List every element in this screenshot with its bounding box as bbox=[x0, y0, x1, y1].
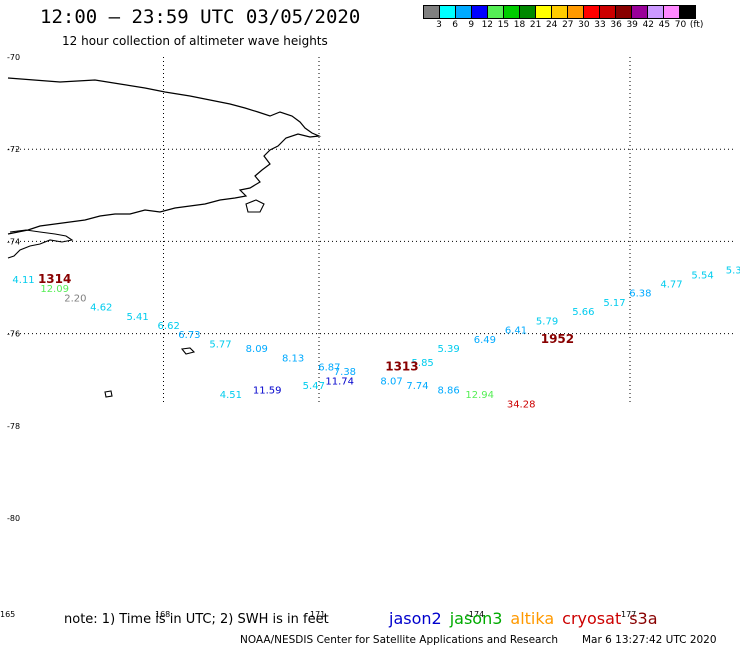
wave-height-label: 8.07 bbox=[380, 376, 402, 387]
generated-timestamp: Mar 6 13:27:42 UTC 2020 bbox=[582, 634, 717, 646]
legend-label: 24 bbox=[545, 20, 558, 30]
legend-label: 3 bbox=[436, 20, 442, 30]
satellite-legend: jason2 jason3 altika cryosat s3a bbox=[389, 609, 666, 628]
pass-time-label: 1952 bbox=[541, 332, 574, 346]
longitude-label: 171 bbox=[310, 610, 325, 619]
coastline-islet-3 bbox=[104, 390, 113, 398]
graticule bbox=[8, 57, 734, 405]
wave-height-points: 4.11 12.092.20 4.62 5.41 6.626.73 5.77 8.09 8.1… bbox=[12, 266, 740, 411]
wave-height-label: 5.41 bbox=[126, 312, 148, 323]
legend-swatch bbox=[679, 5, 696, 19]
latitude-label: -70 bbox=[7, 53, 20, 62]
wave-height-label: 5.66 bbox=[572, 307, 594, 318]
satellite-name-cryosat: cryosat bbox=[562, 609, 622, 628]
wave-height-label: 5.85 bbox=[412, 358, 434, 369]
wave-height-label: 11.59 bbox=[253, 386, 282, 397]
legend-label: 33 bbox=[594, 20, 606, 30]
wave-height-label: 5.3 bbox=[726, 266, 740, 277]
wave-height-label: 4.77 bbox=[660, 280, 682, 291]
longitude-label: 177 bbox=[621, 610, 636, 619]
wave-height-label: 6.49 bbox=[474, 335, 496, 346]
legend-label: (ft) bbox=[689, 20, 704, 30]
wave-height-label: 12.94 bbox=[465, 390, 494, 401]
coastline-islet-2 bbox=[180, 347, 196, 355]
wave-height-label: 5.39 bbox=[437, 344, 459, 355]
credit-line: NOAA/NESDIS Center for Satellite Applica… bbox=[240, 634, 558, 646]
legend-label: 39 bbox=[626, 20, 638, 30]
wave-height-label: 6.87 bbox=[318, 362, 340, 373]
latitude-label: -80 bbox=[7, 514, 20, 523]
satellite-name-jason3: jason3 bbox=[449, 609, 503, 628]
wave-height-label: 4.51 bbox=[220, 390, 242, 401]
wave-height-label: 2.20 bbox=[64, 293, 86, 304]
color-legend: 3 6 9 12 15 18 21 24 27 30 33 36 39 42 45 70 (ft) bbox=[423, 5, 740, 33]
wave-height-label: 6.41 bbox=[505, 326, 527, 337]
legend-label: 18 bbox=[513, 20, 526, 30]
wave-height-label: 12.09 bbox=[40, 284, 69, 295]
legend-labels: 3 6 9 12 15 18 21 24 27 30 33 36 39 42 45 70 (ft) bbox=[423, 19, 740, 33]
map-frame bbox=[7, 56, 735, 610]
coastline-cape bbox=[7, 229, 74, 259]
wave-height-label: 6.38 bbox=[629, 289, 651, 300]
wave-height-label: 5.77 bbox=[209, 339, 231, 350]
latitude-label: -76 bbox=[7, 330, 20, 339]
wave-height-label: 5.54 bbox=[691, 270, 713, 281]
wave-height-label: 8.86 bbox=[437, 386, 459, 397]
legend-label: 70 bbox=[674, 20, 687, 30]
legend-label: 45 bbox=[658, 20, 671, 30]
wave-height-label: 4.62 bbox=[90, 303, 112, 314]
page-subtitle: 12 hour collection of altimeter wave hei… bbox=[62, 34, 328, 48]
coastline-islet bbox=[245, 199, 265, 213]
pass-time-label: 1313 bbox=[385, 359, 418, 373]
wave-height-label: 8.09 bbox=[246, 344, 268, 355]
wave-height-label: 6.73 bbox=[178, 330, 200, 341]
legend-label: 42 bbox=[642, 20, 655, 30]
latitude-label: -78 bbox=[7, 422, 20, 431]
pass-time-labels: 1314 1313 1952 bbox=[38, 272, 574, 374]
wave-height-label: 6.62 bbox=[158, 321, 180, 332]
latitude-labels: -70 -72 -74 -76 -78 -80 bbox=[7, 53, 20, 523]
satellite-name-altika: altika bbox=[510, 609, 555, 628]
latitude-label: -72 bbox=[7, 145, 20, 154]
legend-label: 27 bbox=[562, 20, 574, 30]
legend-label: 12 bbox=[481, 20, 494, 30]
wave-height-label: 5.47 bbox=[303, 381, 325, 392]
satellite-name-s3a: s3a bbox=[629, 609, 658, 628]
wave-height-label: 4.11 bbox=[12, 275, 34, 286]
longitude-label: 165 bbox=[0, 610, 15, 619]
page-title: 12:00 – 23:59 UTC 03/05/2020 bbox=[40, 6, 361, 28]
wave-height-label: 5.17 bbox=[603, 298, 625, 309]
longitude-labels: 165 168 171 -174 177 bbox=[0, 610, 636, 619]
legend-label: 36 bbox=[610, 20, 622, 30]
wave-height-label: 11.74 bbox=[325, 376, 354, 387]
longitude-label: 168 bbox=[155, 610, 170, 619]
legend-swatches bbox=[423, 5, 740, 19]
wave-height-label: 7.38 bbox=[334, 367, 356, 378]
legend-label: 15 bbox=[497, 20, 510, 30]
wave-height-label: 7.74 bbox=[406, 381, 428, 392]
legend-label: 9 bbox=[468, 20, 475, 30]
wave-height-label: 5.79 bbox=[536, 316, 558, 327]
longitude-label: -174 bbox=[466, 610, 484, 619]
wave-height-label: 34.28 bbox=[507, 399, 536, 410]
wave-height-label: 8.13 bbox=[282, 353, 304, 364]
coastline bbox=[7, 77, 322, 235]
satellite-name-jason2: jason2 bbox=[389, 609, 442, 628]
legend-label: 30 bbox=[578, 20, 590, 30]
footer-note: note: 1) Time is in UTC; 2) SWH is in fe… bbox=[64, 612, 329, 627]
legend-label: 6 bbox=[452, 20, 458, 30]
legend-label: 21 bbox=[529, 20, 542, 30]
pass-time-label: 1314 bbox=[38, 272, 71, 286]
latitude-label: -74 bbox=[7, 237, 20, 246]
